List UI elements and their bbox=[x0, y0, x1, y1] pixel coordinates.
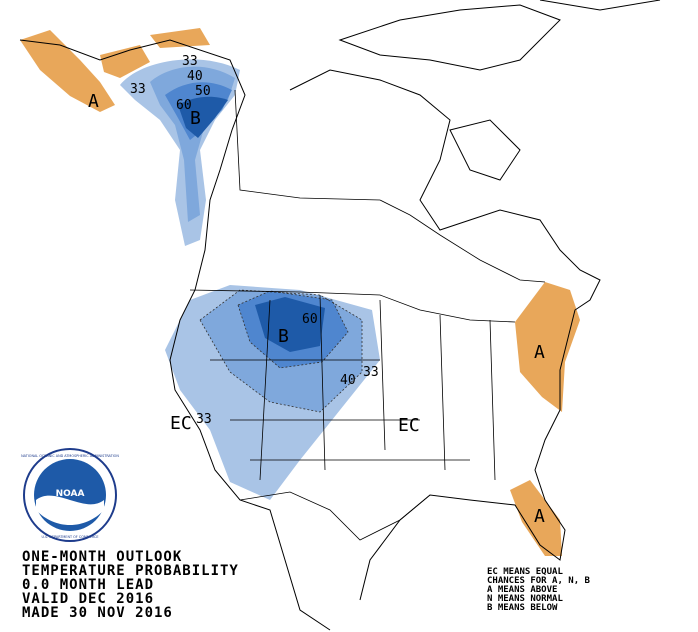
title-line: ONE-MONTH OUTLOOK bbox=[22, 549, 182, 565]
logo-ring-text: NATIONAL OCEANIC AND ATMOSPHERIC ADMINIS… bbox=[21, 454, 119, 458]
legend-line: B MEANS BELOW bbox=[487, 603, 558, 613]
coastline bbox=[539, 0, 661, 11]
coastline bbox=[338, 4, 561, 71]
map-label: 50 bbox=[195, 84, 211, 99]
below-area bbox=[178, 96, 228, 138]
title-line: TEMPERATURE PROBABILITY bbox=[22, 563, 239, 579]
probability-areas bbox=[20, 28, 580, 556]
map-label: B bbox=[278, 326, 289, 347]
above-area bbox=[150, 28, 210, 48]
map-label: A bbox=[88, 91, 99, 112]
map-label: 33 bbox=[130, 82, 146, 97]
map-label: 33 bbox=[196, 412, 212, 427]
map-label: A bbox=[534, 506, 545, 527]
border bbox=[189, 289, 516, 323]
map-label: 60 bbox=[176, 98, 192, 113]
map-label: 33 bbox=[363, 365, 379, 380]
coastlines bbox=[19, 0, 661, 631]
border bbox=[234, 89, 546, 283]
map-label: EC bbox=[170, 413, 192, 434]
coastline bbox=[19, 39, 331, 631]
border bbox=[210, 294, 496, 481]
title-line: VALID DEC 2016 bbox=[22, 591, 154, 607]
legend-line: EC MEANS EQUAL bbox=[487, 567, 563, 577]
logo-wave bbox=[36, 495, 104, 525]
logo: NOAA NATIONAL OCEANIC AND ATMOSPHERIC AD… bbox=[21, 448, 119, 542]
border bbox=[239, 491, 431, 541]
above-area bbox=[20, 30, 115, 112]
logo-ring-text: U.S. DEPARTMENT OF COMMERCE bbox=[41, 535, 98, 539]
coastline bbox=[449, 119, 521, 181]
map-label: A bbox=[534, 342, 545, 363]
map-label: B bbox=[190, 108, 201, 129]
contour bbox=[237, 290, 349, 369]
borders bbox=[189, 89, 546, 541]
below-area bbox=[255, 297, 325, 352]
map-label: EC bbox=[398, 415, 420, 436]
legend-line: N MEANS NORMAL bbox=[487, 594, 563, 604]
title-line: MADE 30 NOV 2016 bbox=[22, 605, 173, 621]
coastline bbox=[289, 69, 601, 601]
above-area bbox=[510, 480, 562, 556]
title-line: 0.0 MONTH LEAD bbox=[22, 577, 154, 593]
map-label: 40 bbox=[187, 69, 203, 84]
legend-line: A MEANS ABOVE bbox=[487, 585, 557, 595]
map-label: 40 bbox=[340, 373, 356, 388]
map-label: 33 bbox=[182, 54, 198, 69]
above-area bbox=[515, 282, 580, 412]
above-area bbox=[100, 45, 150, 78]
map-label: 60 bbox=[302, 312, 318, 327]
logo-text: NOAA bbox=[56, 489, 85, 499]
legend-line: CHANCES FOR A, N, B bbox=[487, 576, 591, 586]
